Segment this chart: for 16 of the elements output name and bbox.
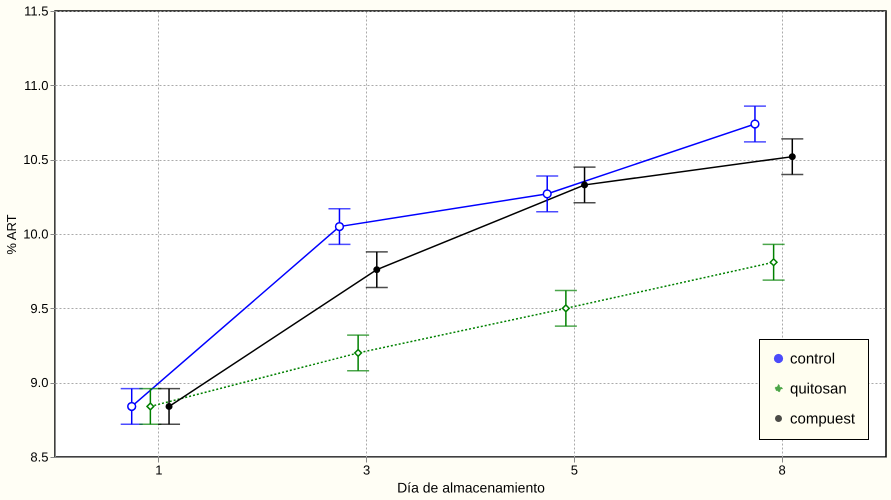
x-tick-label: 8 bbox=[778, 462, 786, 478]
legend-label: control bbox=[790, 350, 836, 368]
y-tick-label: 10.0 bbox=[23, 226, 48, 242]
y-tick-label: 9.0 bbox=[30, 375, 48, 390]
x-axis-title: Día de almacenamiento bbox=[397, 480, 546, 496]
x-tick-label: 5 bbox=[570, 462, 578, 478]
y-axis-title: % ART bbox=[4, 214, 20, 255]
x-tick-label: 1 bbox=[155, 462, 162, 478]
legend-label: quitosan bbox=[790, 380, 847, 398]
x-tick-label: 3 bbox=[363, 462, 370, 478]
y-tick-label: 11.5 bbox=[24, 4, 48, 18]
y-tick-label: 9.5 bbox=[30, 300, 48, 316]
y-tick-label: 8.5 bbox=[30, 450, 48, 464]
y-tick-label: 10.5 bbox=[23, 152, 48, 168]
y-tick-label: 11.0 bbox=[24, 78, 48, 93]
legend-label: compuest bbox=[790, 410, 856, 428]
